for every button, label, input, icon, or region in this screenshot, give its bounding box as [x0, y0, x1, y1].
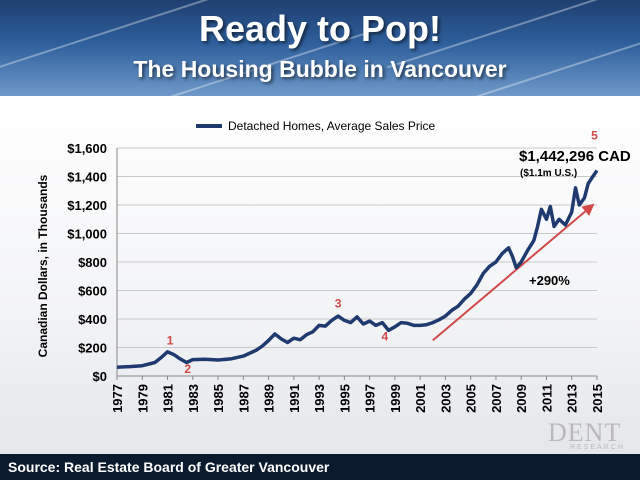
page-subtitle: The Housing Bubble in Vancouver	[133, 56, 507, 82]
y-tick-labels: $0 $200 $400 $600 $800 $1,000 $1,200 $1,400 $1,6…	[67, 141, 107, 384]
y-tick-label: $0	[93, 369, 107, 384]
trend-arrow	[432, 210, 586, 342]
callout-growth: +290%	[529, 273, 570, 288]
x-tick-label: 1981	[161, 384, 176, 413]
y-tick-label: $1,000	[67, 227, 107, 242]
page-title: Ready to Pop!	[198, 8, 441, 49]
annotation-marker-1: 1	[167, 334, 174, 348]
x-tick-label: 1989	[262, 384, 277, 413]
y-tick-label: $600	[78, 284, 107, 299]
annotation-marker-3: 3	[335, 297, 342, 311]
x-tick-label: 2003	[438, 384, 453, 413]
logo-subtext: RESEARCH	[570, 444, 625, 451]
y-tick-label: $1,200	[67, 198, 107, 213]
source-note: Source: Real Estate Board of Greater Van…	[8, 459, 330, 475]
x-tick-label: 2009	[514, 384, 529, 413]
annotation-marker-2: 2	[184, 362, 191, 376]
dent-research-logo: DENT RESEARCH	[548, 418, 638, 452]
trend-arrow-head	[581, 203, 595, 216]
x-tick-label: 2015	[590, 384, 605, 413]
callout-price: $1,442,296 CAD	[519, 148, 631, 165]
x-tick-label: 1987	[236, 384, 251, 413]
x-tick-label: 1993	[312, 384, 327, 413]
x-tick-label: 1995	[337, 384, 352, 413]
x-tick-label: 2005	[464, 384, 479, 413]
y-tick-label: $400	[78, 312, 107, 327]
x-tick-labels: 1977 1979 1981 1983 1985 1987 1989 1991 1993 1995…	[110, 384, 605, 413]
header-banner: Ready to Pop! The Housing Bubble in Vanc…	[0, 0, 640, 96]
x-tick-label: 1977	[110, 384, 125, 413]
annotation-marker-4: 4	[381, 329, 388, 343]
x-tick-label: 1999	[388, 384, 403, 413]
x-tick-label: 1985	[211, 384, 226, 413]
legend: Detached Homes, Average Sales Price	[196, 119, 436, 133]
y-tick-label: $1,400	[67, 170, 107, 185]
legend-label: Detached Homes, Average Sales Price	[228, 119, 436, 133]
axes	[116, 148, 598, 380]
x-tick-label: 1983	[186, 384, 201, 413]
line-chart: $0 $200 $400 $600 $800 $1,000 $1,200 $1,400 $1,6…	[36, 119, 631, 413]
x-tick-label: 2013	[565, 384, 580, 413]
chart-background	[0, 96, 640, 454]
y-axis-label: Canadian Dollars, in Thousands	[36, 174, 50, 357]
footer-bar: Source: Real Estate Board of Greater Van…	[0, 454, 640, 480]
y-tick-label: $200	[78, 341, 107, 356]
x-tick-label: 1991	[287, 384, 302, 413]
series-line-detached-homes	[116, 169, 599, 369]
y-tick-label: $800	[78, 255, 107, 270]
callout-usd: ($1.1m U.S.)	[520, 168, 577, 179]
annotation-marker-5: 5	[591, 128, 598, 142]
x-tick-label: 1997	[363, 384, 378, 413]
annotations: 12 3 4 5	[167, 128, 598, 376]
x-tick-label: 1979	[135, 384, 150, 413]
x-tick-label: 2011	[539, 384, 554, 412]
y-tick-label: $1,600	[67, 141, 107, 156]
x-tick-label: 2001	[413, 384, 428, 413]
x-tick-label: 2007	[489, 384, 504, 413]
logo-text: DENT	[548, 418, 622, 447]
